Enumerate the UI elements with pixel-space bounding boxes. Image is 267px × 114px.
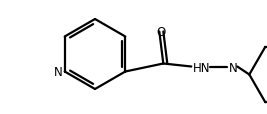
Text: HN: HN [193,61,211,74]
Text: N: N [229,61,238,74]
Text: N: N [54,65,63,78]
Text: O: O [157,26,166,39]
